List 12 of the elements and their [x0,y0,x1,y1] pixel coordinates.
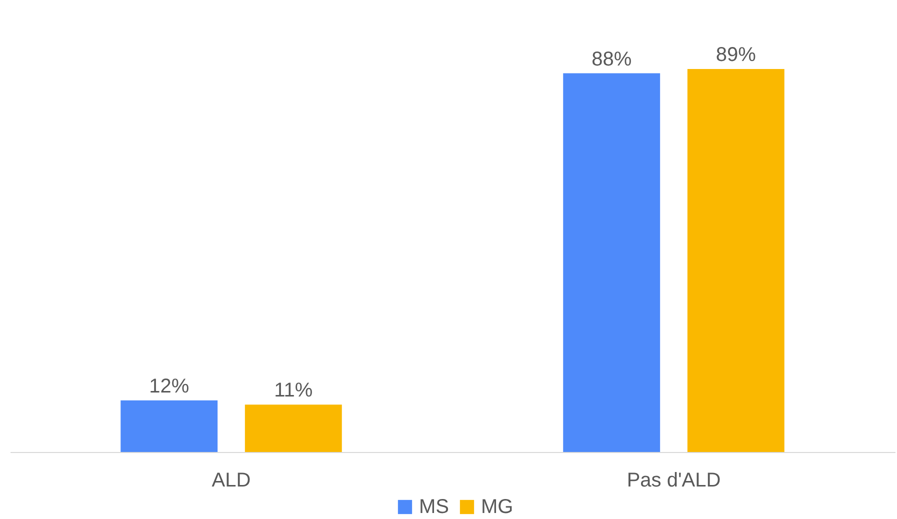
bar [120,400,218,452]
x-tick-label: Pas d'ALD [626,470,721,492]
bar [687,69,784,452]
bar [244,404,342,452]
data-label: 12% [149,375,190,398]
data-label: 88% [592,48,632,70]
x-tick-label: ALD [212,470,251,492]
data-label: 11% [274,380,313,402]
legend-label: MG [481,496,514,518]
bar [563,73,660,452]
data-label: 89% [716,44,756,66]
legend-label: MS [419,496,449,518]
